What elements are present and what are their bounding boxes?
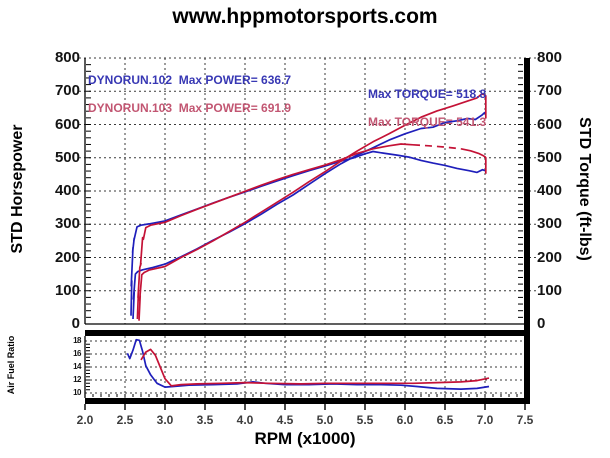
y-axis-label-air-fuel-ratio: Air Fuel Ratio	[6, 335, 16, 395]
torque-tick-label: 200	[537, 248, 563, 266]
rpm-tick-label: 5.0	[316, 413, 334, 427]
x-axis-label-rpm: RPM (x1000)	[254, 429, 356, 448]
horsepower-tick-label: 600	[54, 115, 80, 133]
legend-run103-torque: Max TORQUE= 541.3	[368, 115, 487, 129]
series-run102-afr	[126, 338, 490, 390]
afr-tick-label: 10	[73, 388, 81, 397]
torque-tick-label: 400	[537, 182, 563, 199]
legend-run102-torque: Max TORQUE= 518.8	[368, 87, 487, 101]
horsepower-tick-label: 100	[54, 281, 80, 299]
horsepower-tick-label: 700	[54, 82, 80, 100]
page-title: www.hppmotorsports.com	[172, 5, 438, 28]
series-run103-horsepower	[138, 93, 487, 321]
legend-row-dynorun-102: DYNORUN.102 Max POWER= 636.7 Max TORQUE=…	[0, 59, 486, 115]
series-run103-torque-rise	[136, 143, 414, 320]
legend-row-dynorun-103: DYNORUN.103 Max POWER= 691.9 Max TORQUE=…	[0, 87, 486, 143]
series-run102-torque	[130, 150, 486, 316]
afr-tick-label: 16	[73, 349, 81, 358]
afr-tick-label: 14	[73, 362, 81, 371]
torque-tick-label: 0	[537, 315, 546, 332]
horsepower-tick-label: 500	[54, 148, 80, 166]
rpm-tick-label: 2.0	[76, 413, 94, 427]
rpm-tick-label: 2.5	[116, 413, 134, 427]
torque-tick-label: 100	[537, 281, 563, 299]
y-axis-label-horsepower: STD Horsepower	[9, 124, 26, 254]
afr-tick-label: 18	[73, 336, 81, 345]
rpm-tick-label: 4.0	[236, 413, 254, 427]
horsepower-tick-label: 0	[71, 315, 80, 332]
torque-tick-label: 700	[537, 82, 563, 100]
horsepower-tick-label: 800	[54, 49, 80, 66]
rpm-tick-label: 3.0	[156, 413, 174, 427]
legend-run103-power: DYNORUN.103 Max POWER= 691.9	[88, 101, 292, 115]
rpm-tick-label: 6.0	[396, 413, 414, 427]
afr-tick-label: 12	[73, 375, 81, 384]
legend-run102-power: DYNORUN.102 Max POWER= 636.7	[88, 73, 292, 87]
rpm-tick-label: 5.5	[356, 413, 374, 427]
series-run103-torque-dashed	[412, 143, 462, 150]
series-run103-torque-end	[460, 147, 487, 174]
torque-tick-label: 600	[537, 115, 563, 133]
torque-tick-label: 800	[537, 49, 563, 66]
series-run103-afr	[140, 348, 490, 387]
series-run102-horsepower	[132, 111, 486, 320]
rpm-tick-label: 7.0	[476, 413, 494, 427]
rpm-tick-label: 6.5	[436, 413, 454, 427]
rpm-tick-label: 4.5	[276, 413, 294, 427]
rpm-tick-label: 7.5	[516, 413, 534, 427]
torque-tick-label: 500	[537, 148, 563, 166]
horsepower-tick-label: 400	[54, 182, 80, 199]
horsepower-tick-label: 200	[54, 248, 80, 266]
rpm-tick-label: 3.5	[196, 413, 214, 427]
torque-tick-label: 300	[537, 215, 563, 233]
horsepower-tick-label: 300	[54, 215, 80, 233]
